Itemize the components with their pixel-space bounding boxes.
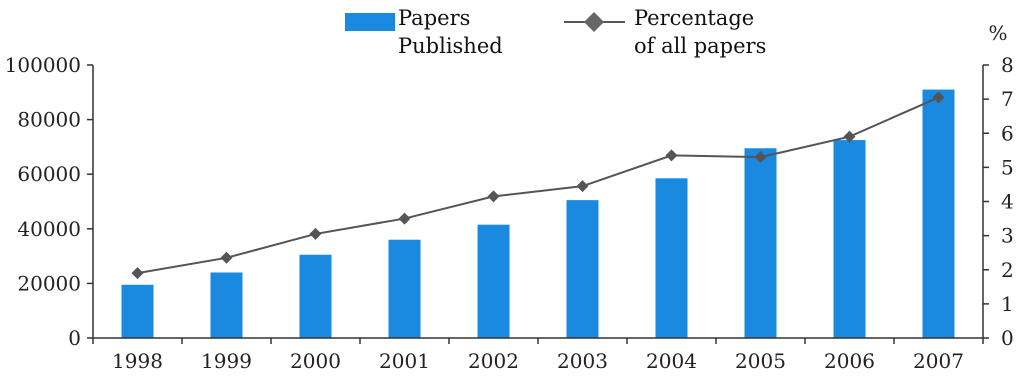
x-tick-label: 2004 — [646, 349, 697, 373]
bar-2006 — [833, 140, 866, 338]
bar-2005 — [744, 148, 777, 338]
right-tick-label: 8 — [1001, 53, 1014, 77]
left-tick-label: 20000 — [17, 271, 81, 295]
legend-swatch-papers — [345, 13, 395, 31]
x-tick-label: 2005 — [735, 349, 786, 373]
right-tick-label: 5 — [1001, 155, 1014, 179]
legend-marker-percentage — [584, 12, 604, 32]
x-tick-label: 2006 — [824, 349, 875, 373]
percentage-marker-2006 — [843, 130, 856, 143]
percentage-marker-2004 — [665, 149, 678, 162]
bar-1998 — [121, 284, 154, 338]
x-tick-label: 2000 — [290, 349, 341, 373]
x-tick-label: 1998 — [112, 349, 163, 373]
legend-label-percentage-line2: of all papers — [634, 34, 766, 58]
bar-2007 — [922, 89, 955, 338]
bar-2004 — [655, 178, 688, 338]
right-tick-label: 6 — [1001, 121, 1014, 145]
right-axis-unit-label: % — [988, 21, 1007, 45]
percentage-marker-1998 — [131, 267, 144, 280]
left-tick-label: 60000 — [17, 162, 81, 186]
right-tick-label: 3 — [1001, 224, 1014, 248]
right-tick-label: 2 — [1001, 258, 1014, 282]
legend-label-papers-line2: Published — [398, 34, 503, 58]
percentage-marker-2005 — [754, 151, 767, 164]
percentage-line — [137, 96, 939, 275]
percentage-marker-2003 — [576, 180, 589, 193]
legend-label-percentage-line1: Percentage — [634, 6, 754, 30]
x-axis: 1998 1999 2000 2001 2002 2003 2004 2005 2006 2007 — [92, 337, 984, 373]
right-tick-label: 4 — [1001, 190, 1014, 214]
left-tick-label: 0 — [68, 326, 81, 350]
plot-area — [121, 89, 955, 338]
x-tick-label: 2002 — [468, 349, 519, 373]
bar-2002 — [477, 224, 510, 338]
left-tick-label: 100000 — [5, 53, 81, 77]
percentage-marker-2001 — [398, 212, 411, 225]
percentage-marker-2002 — [487, 190, 500, 203]
percentage-marker-1999 — [220, 251, 233, 264]
right-tick-label: 1 — [1001, 292, 1014, 316]
x-tick-label: 2003 — [557, 349, 608, 373]
bar-1999 — [210, 272, 243, 338]
x-tick-label: 2007 — [913, 349, 964, 373]
left-tick-label: 80000 — [17, 108, 81, 132]
percentage-marker-2007 — [932, 91, 945, 104]
bar-2001 — [388, 239, 421, 338]
x-tick-label: 1999 — [201, 349, 252, 373]
right-axis: 0 1 2 3 4 5 6 7 8 — [982, 53, 1014, 350]
bar-2000 — [299, 254, 332, 338]
left-tick-label: 40000 — [17, 217, 81, 241]
right-tick-label: 7 — [1001, 87, 1014, 111]
x-tick-label: 2001 — [379, 349, 430, 373]
legend: Papers Published Percentage of all paper… — [345, 6, 766, 58]
legend-label-papers-line1: Papers — [398, 6, 470, 30]
left-axis: 0 20000 40000 60000 80000 100000 — [5, 53, 94, 350]
percentage-marker-2000 — [309, 227, 322, 240]
bar-2003 — [566, 200, 599, 338]
right-tick-label: 0 — [1001, 326, 1014, 350]
